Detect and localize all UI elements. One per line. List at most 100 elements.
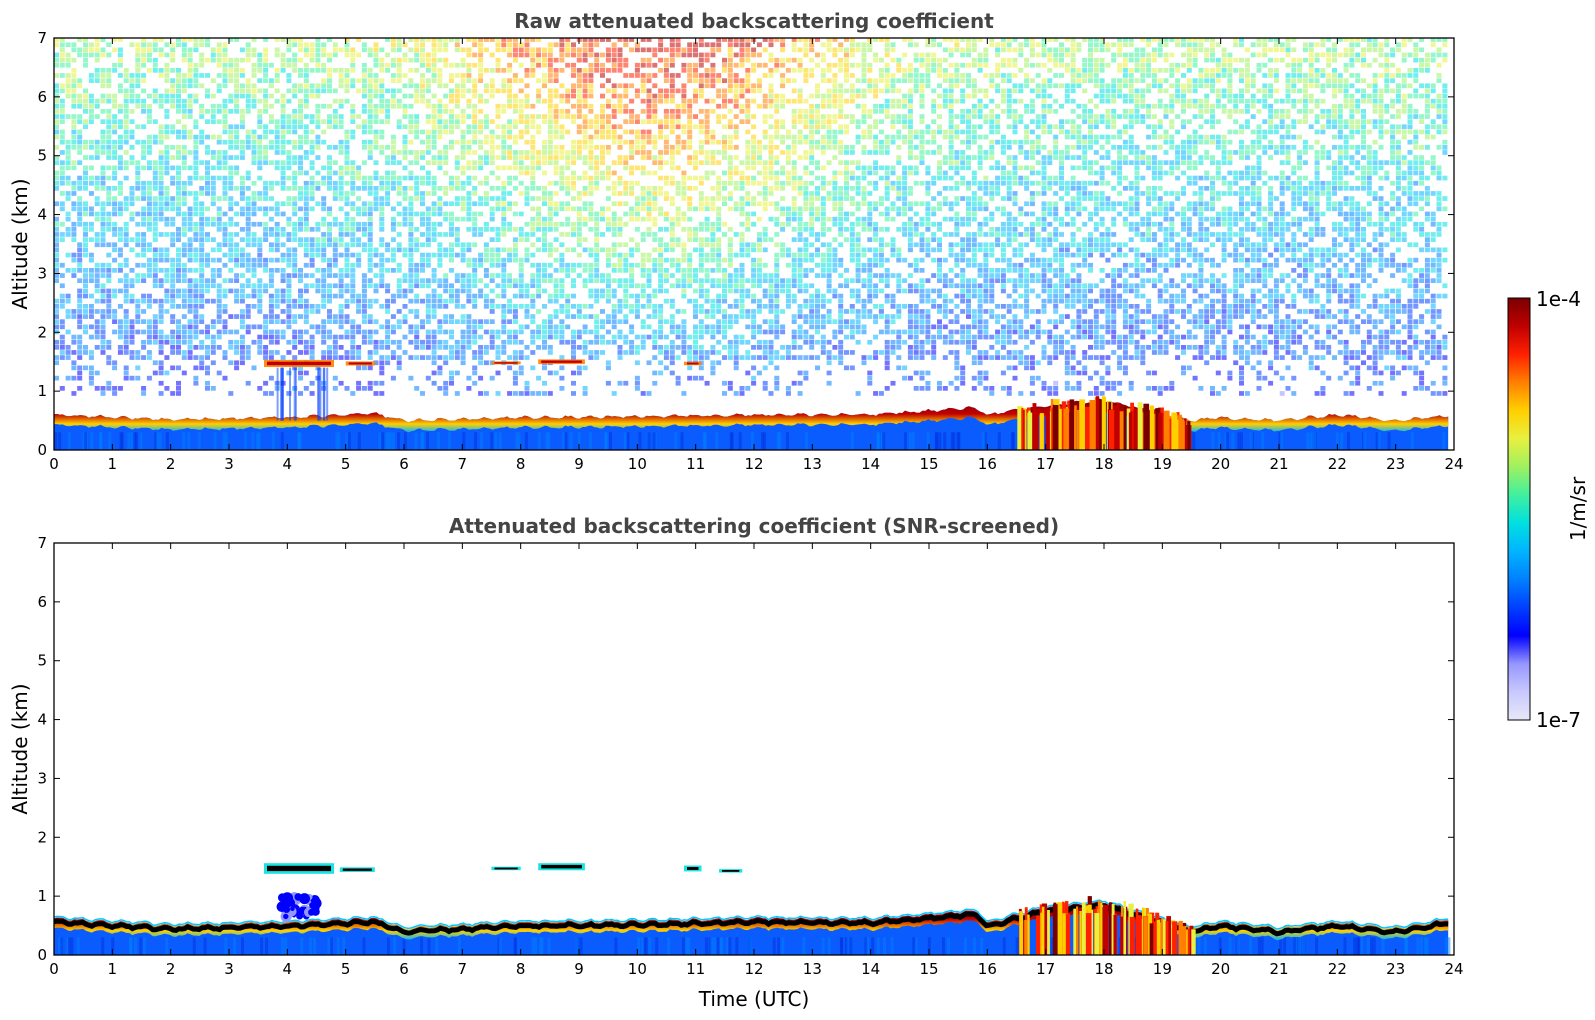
noise-cell <box>350 262 356 268</box>
noise-cell <box>309 196 315 201</box>
noise-cell <box>681 52 687 58</box>
noise-cell <box>344 257 350 263</box>
noise-cell <box>704 170 710 176</box>
noise-cell <box>588 150 594 155</box>
noise-cell <box>414 57 420 63</box>
noise-cell <box>123 288 129 294</box>
noise-cell <box>536 278 542 283</box>
noise-cell <box>65 309 71 314</box>
noise-cell <box>158 180 164 186</box>
noise-cell <box>117 186 123 191</box>
noise-cell <box>344 78 350 83</box>
noise-cell <box>466 196 472 201</box>
noise-cell <box>181 42 187 48</box>
noise-cell <box>152 283 158 289</box>
noise-cell <box>344 211 350 217</box>
noise-cell <box>187 242 193 248</box>
noise-cell <box>274 304 280 309</box>
noise-cell <box>146 247 152 253</box>
noise-cell <box>571 355 576 360</box>
noise-cell <box>727 165 733 171</box>
noise-cell <box>292 155 298 160</box>
noise-cell <box>263 124 269 130</box>
noise-cell <box>559 309 565 314</box>
noise-cell <box>547 78 553 83</box>
noise-cell <box>454 73 460 78</box>
noise-cell <box>303 47 309 53</box>
noise-cell <box>135 319 141 324</box>
noise-cell <box>361 293 367 299</box>
noise-cell <box>663 273 669 278</box>
noise-cell <box>547 206 553 212</box>
noise-cell <box>687 109 693 114</box>
noise-cell <box>94 114 100 119</box>
noise-cell <box>646 114 652 119</box>
noise-cell <box>634 68 640 73</box>
noise-cell <box>710 83 716 89</box>
noise-cell <box>489 68 495 73</box>
noise-cell <box>117 345 123 350</box>
noise-cell <box>669 273 675 278</box>
noise-cell <box>158 334 164 340</box>
noise-cell <box>135 62 141 68</box>
noise-cell <box>611 242 617 248</box>
noise-cell <box>414 114 420 119</box>
noise-cell <box>94 68 100 73</box>
noise-cell <box>634 201 640 207</box>
noise-cell <box>402 109 408 114</box>
noise-cell <box>321 283 327 289</box>
noise-cell <box>449 186 454 191</box>
noise-cell <box>663 139 669 145</box>
noise-cell <box>164 232 170 237</box>
noise-cell <box>414 160 420 165</box>
noise-cell <box>239 319 245 324</box>
noise-cell <box>489 309 495 314</box>
noise-cell <box>251 93 257 99</box>
noise-cell <box>100 345 106 350</box>
noise-cell <box>193 314 199 319</box>
noise-cell <box>245 52 251 58</box>
noise-cell <box>54 278 59 283</box>
noise-cell <box>280 319 286 324</box>
noise-cell <box>460 257 466 263</box>
noise-cell <box>216 273 222 278</box>
noise-cell <box>129 196 135 201</box>
noise-cell <box>524 165 530 171</box>
noise-cell <box>205 180 210 186</box>
noise-cell <box>420 88 425 94</box>
noise-cell <box>675 221 681 227</box>
noise-cell <box>385 103 391 109</box>
noise-cell <box>466 334 472 340</box>
noise-cell <box>164 109 170 114</box>
noise-cell <box>623 211 629 217</box>
noise-cell <box>536 186 542 191</box>
noise-cell <box>396 283 402 289</box>
noise-cell <box>298 221 303 227</box>
noise-cell <box>59 160 65 165</box>
noise-cell <box>600 293 605 299</box>
noise-cell <box>59 273 65 278</box>
noise-cell <box>669 360 675 366</box>
noise-cell <box>466 47 472 53</box>
noise-cell <box>518 288 524 294</box>
noise-cell <box>176 196 181 201</box>
noise-cell <box>576 155 582 160</box>
noise-cell <box>722 298 727 304</box>
noise-cell <box>71 309 77 314</box>
noise-cell <box>65 293 71 299</box>
noise-cell <box>472 334 478 340</box>
noise-cell <box>478 160 484 165</box>
noise-cell <box>687 52 693 58</box>
noise-cell <box>420 175 425 181</box>
noise-cell <box>396 191 402 196</box>
noise-cell <box>524 293 530 299</box>
noise-cell <box>71 88 77 94</box>
noise-cell <box>547 73 553 78</box>
noise-cell <box>652 201 658 207</box>
noise-cell <box>634 211 640 217</box>
noise-cell <box>431 73 437 78</box>
noise-cell <box>338 78 344 83</box>
noise-cell <box>547 150 553 155</box>
noise-cell <box>251 304 257 309</box>
noise-cell <box>425 139 431 145</box>
